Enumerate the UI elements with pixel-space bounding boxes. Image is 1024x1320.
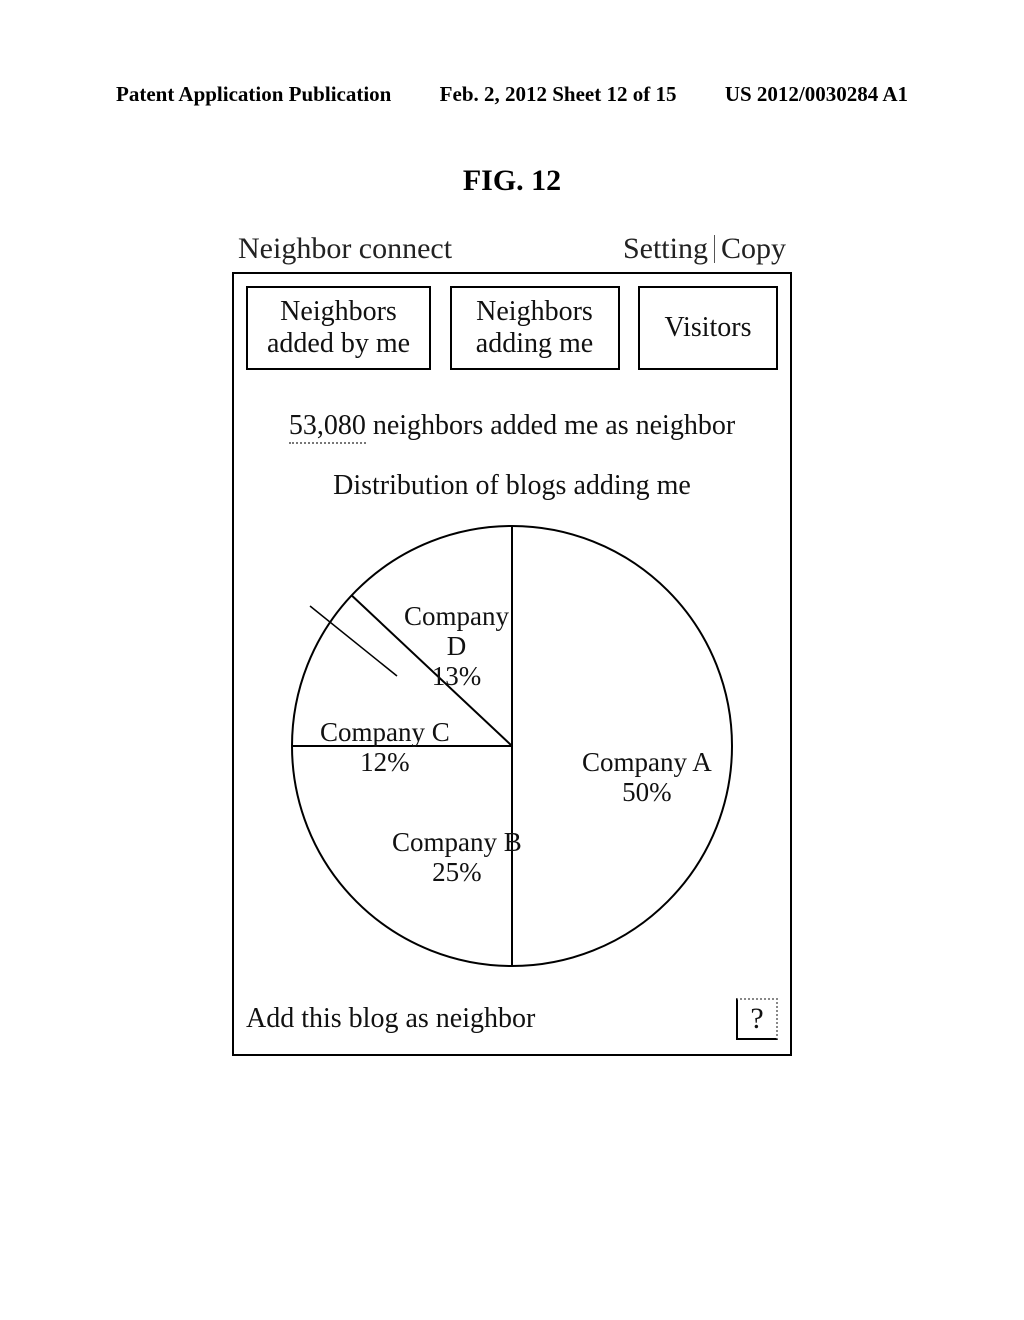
neighbor-connect-widget: Neighbor connect Setting Copy Neighborsa… — [232, 232, 792, 1056]
pie-slice-label: Company A50% — [582, 748, 712, 807]
pie-slice-label: Company C12% — [320, 718, 450, 777]
help-button[interactable]: ? — [736, 998, 778, 1040]
widget-title: Neighbor connect — [238, 232, 452, 266]
tab-label: Neighborsadded by me — [267, 296, 410, 360]
distribution-title: Distribution of blogs adding me — [246, 470, 778, 502]
setting-link[interactable]: Setting — [623, 232, 708, 266]
copy-link[interactable]: Copy — [721, 232, 786, 266]
figure-title: FIG. 12 — [0, 164, 1024, 198]
pie-chart: Company A50% Company B25% Company C12% Comp… — [282, 516, 742, 976]
neighbor-count-value: 53,080 — [289, 410, 366, 444]
tab-label: Neighborsadding me — [476, 296, 593, 360]
widget-footer: Add this blog as neighbor ? — [246, 998, 778, 1040]
topbar-separator — [714, 235, 715, 263]
patent-page-header: Patent Application Publication Feb. 2, 2… — [0, 82, 1024, 107]
header-center: Feb. 2, 2012 Sheet 12 of 15 — [440, 82, 677, 107]
neighbor-count-suffix: neighbors added me as neighbor — [366, 410, 735, 441]
header-right: US 2012/0030284 A1 — [725, 82, 908, 107]
header-left: Patent Application Publication — [116, 82, 391, 107]
pie-slice-label: Company B25% — [392, 828, 522, 887]
neighbor-count-line: 53,080 neighbors added me as neighbor — [246, 410, 778, 442]
tab-neighbors-adding-me[interactable]: Neighborsadding me — [450, 286, 620, 370]
tab-visitors[interactable]: Visitors — [638, 286, 778, 370]
pie-slice-label: CompanyD13% — [404, 602, 509, 691]
add-blog-link[interactable]: Add this blog as neighbor — [246, 1003, 535, 1035]
widget-topbar: Neighbor connect Setting Copy — [232, 232, 792, 272]
widget-box: Neighborsadded by me Neighborsadding me … — [232, 272, 792, 1056]
tab-row: Neighborsadded by me Neighborsadding me … — [246, 286, 778, 370]
tab-neighbors-added-by-me[interactable]: Neighborsadded by me — [246, 286, 431, 370]
tab-label: Visitors — [665, 312, 752, 344]
